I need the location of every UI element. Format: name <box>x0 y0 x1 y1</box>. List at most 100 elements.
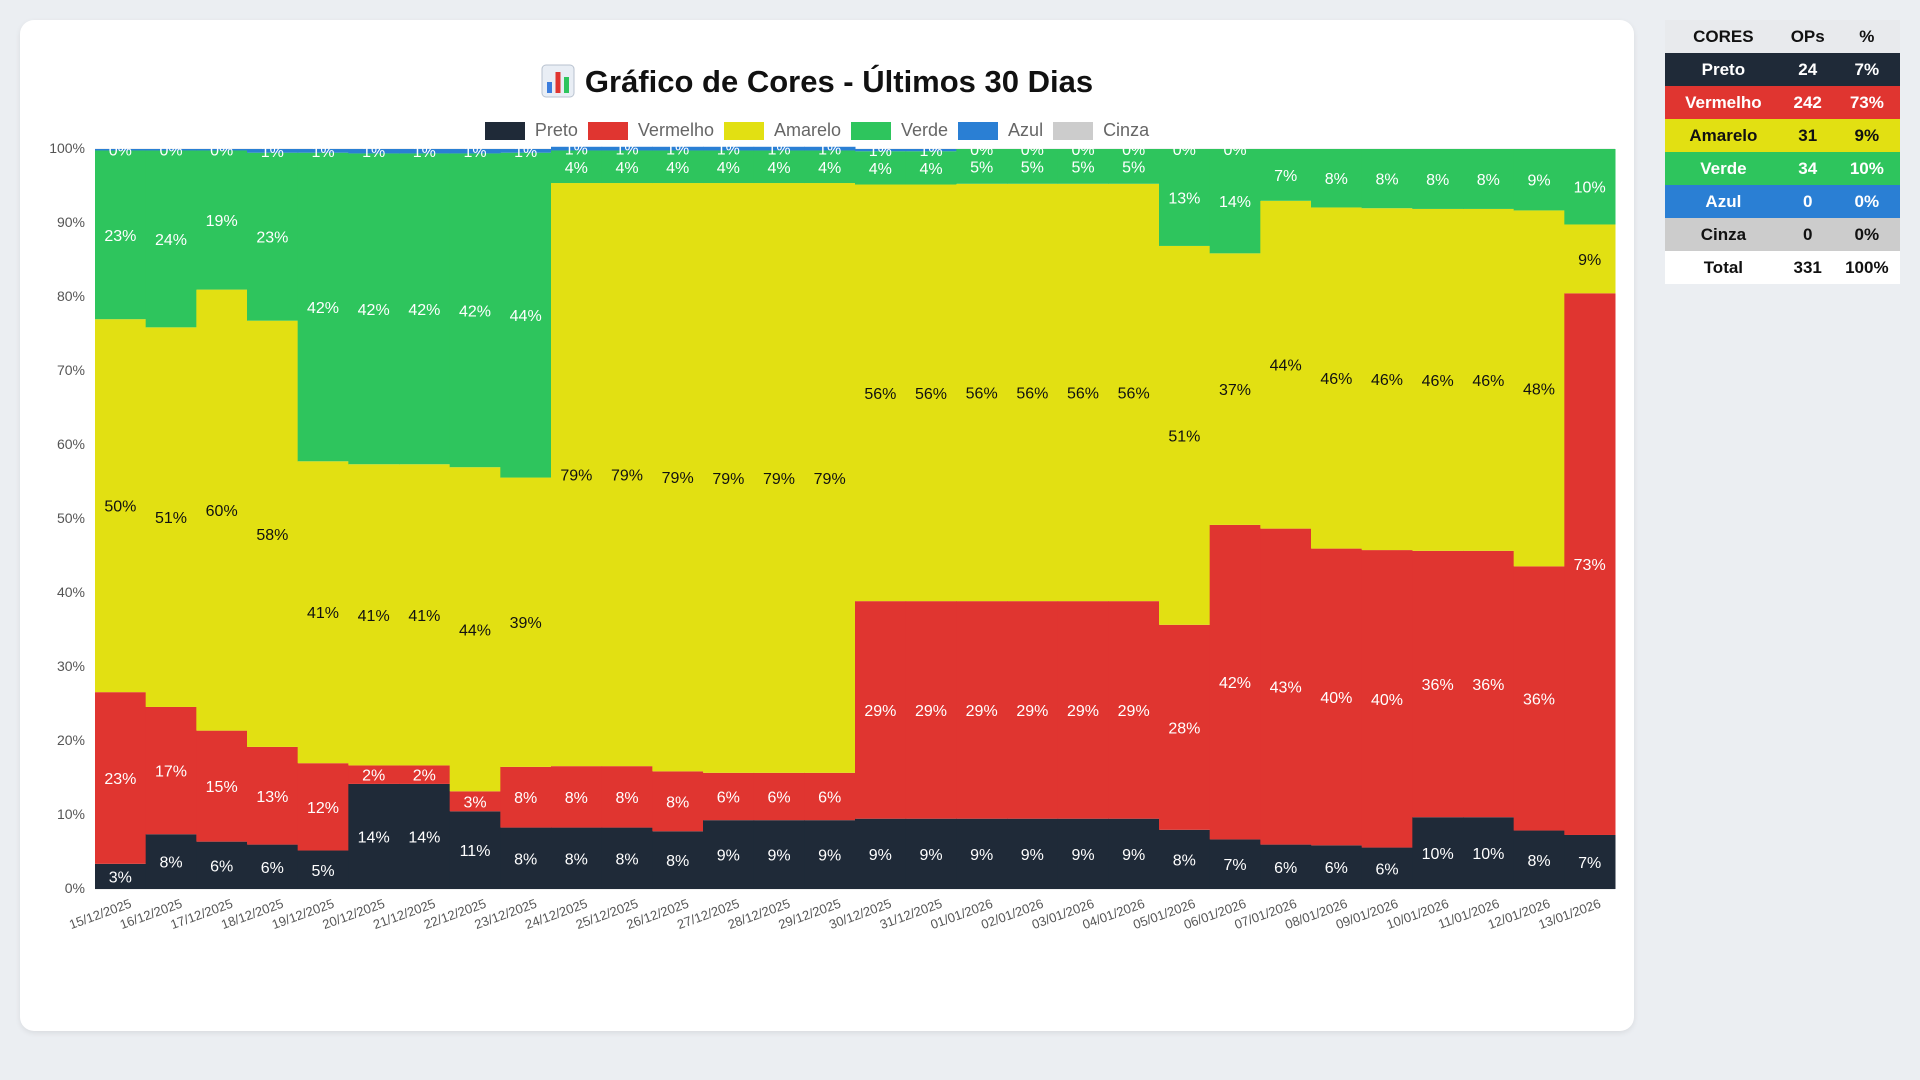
summary-cell-color: Azul <box>1665 185 1782 218</box>
legend-item-amarelo[interactable]: Amarelo <box>723 120 841 141</box>
data-label-vermelho: 6% <box>818 790 841 807</box>
data-label-verde: 4% <box>818 160 841 177</box>
bar-vermelho <box>905 601 957 819</box>
bar-preto <box>196 841 248 889</box>
data-label-verde: 14% <box>1219 194 1251 211</box>
legend-label: Verde <box>901 120 949 140</box>
legend-item-vermelho[interactable]: Vermelho <box>587 120 714 141</box>
bar-azul <box>500 149 552 153</box>
y-tick-label: 80% <box>57 288 85 304</box>
data-label-verde: 4% <box>919 161 942 178</box>
summary-cell-color: Cinza <box>1665 218 1782 251</box>
bar-azul <box>196 149 248 151</box>
data-label-amarelo: 56% <box>1016 385 1048 402</box>
bar-verde <box>247 152 299 321</box>
bar-vermelho <box>95 692 147 864</box>
summary-cell-color: Preto <box>1665 53 1782 86</box>
data-label-vermelho: 8% <box>666 794 689 811</box>
summary-header-row: CORES OPs % <box>1665 20 1900 53</box>
y-tick-label: 60% <box>57 436 85 452</box>
summary-cell-ops: 31 <box>1781 119 1834 152</box>
data-label-azul: 0% <box>1122 142 1145 159</box>
data-label-vermelho: 17% <box>155 764 187 781</box>
bar-azul <box>145 149 197 151</box>
legend-label: Azul <box>1008 120 1044 140</box>
data-label-amarelo: 46% <box>1320 371 1352 388</box>
data-label-preto: 11% <box>460 843 491 860</box>
bar-preto <box>652 831 704 889</box>
bar-verde <box>1159 149 1211 246</box>
data-label-amarelo: 51% <box>1168 428 1200 445</box>
data-label-verde: 4% <box>666 160 689 177</box>
bar-verde <box>500 152 552 478</box>
summary-cell-pct: 0% <box>1833 218 1900 251</box>
summary-header-cores: CORES <box>1665 20 1782 53</box>
summary-cell-pct: 0% <box>1833 185 1900 218</box>
legend-item-preto[interactable]: Preto <box>484 120 578 141</box>
y-tick-label: 10% <box>57 806 85 822</box>
summary-header-ops: OPs <box>1781 20 1834 53</box>
bar-verde <box>652 150 704 184</box>
data-label-azul: 1% <box>463 144 486 161</box>
summary-cell-ops: 0 <box>1781 185 1834 218</box>
data-label-verde: 42% <box>307 300 339 317</box>
data-label-vermelho: 29% <box>1118 703 1150 720</box>
bar-vermelho <box>247 746 299 845</box>
y-tick-label: 30% <box>57 658 85 674</box>
legend-item-cinza[interactable]: Cinza <box>1053 120 1149 141</box>
bar-vermelho <box>1311 548 1363 846</box>
data-label-preto: 9% <box>869 847 892 864</box>
bar-preto <box>1260 844 1312 889</box>
y-tick-label: 40% <box>57 584 85 600</box>
legend-item-verde[interactable]: Verde <box>851 120 948 141</box>
bar-verde <box>196 150 248 290</box>
bar-preto <box>247 844 299 889</box>
data-label-amarelo: 44% <box>459 622 491 639</box>
bar-azul <box>703 146 755 151</box>
summary-cell-ops: 242 <box>1781 86 1834 119</box>
legend-item-azul[interactable]: Azul <box>958 120 1043 141</box>
bar-verde <box>703 150 755 184</box>
bar-azul <box>855 149 907 152</box>
data-label-amarelo: 41% <box>358 608 390 625</box>
bar-vermelho <box>1108 601 1160 819</box>
data-label-preto: 8% <box>1173 852 1196 869</box>
legend-swatch <box>851 121 891 140</box>
bar-azul <box>399 149 451 154</box>
chart-title: Gráfico de Cores - Últimos 30 Dias <box>0 64 1634 106</box>
summary-cell-ops: 0 <box>1781 218 1834 251</box>
bar-vermelho <box>1260 528 1312 845</box>
data-label-azul: 1% <box>615 142 638 159</box>
bar-preto <box>804 820 856 889</box>
bar-preto <box>905 818 957 889</box>
summary-row-preto: Preto 24 7% <box>1665 53 1900 86</box>
bar-preto <box>1209 839 1261 889</box>
data-label-preto: 6% <box>1274 860 1297 877</box>
bar-vermelho <box>1159 624 1211 830</box>
data-label-azul: 1% <box>311 144 334 161</box>
bar-preto <box>753 820 805 889</box>
legend-label: Amarelo <box>773 120 841 140</box>
data-label-vermelho: 8% <box>565 790 588 807</box>
bar-azul <box>804 146 856 151</box>
bar-vermelho <box>1361 550 1413 848</box>
data-label-vermelho: 13% <box>256 789 288 806</box>
bar-amarelo <box>753 183 805 773</box>
summary-cell-ops: 24 <box>1781 53 1834 86</box>
bar-verde <box>399 153 451 465</box>
bar-amarelo <box>145 327 197 707</box>
data-label-verde: 42% <box>408 302 440 319</box>
summary-cell-pct: 9% <box>1833 119 1900 152</box>
bar-preto <box>297 850 349 889</box>
bar-azul <box>297 149 349 153</box>
data-label-vermelho: 42% <box>1219 675 1251 692</box>
bar-verde <box>1361 149 1413 209</box>
bar-azul <box>247 149 299 153</box>
data-label-vermelho: 23% <box>104 771 136 788</box>
data-label-azul: 0% <box>159 143 182 160</box>
data-label-azul: 0% <box>210 143 233 160</box>
summary-row-total: Total 331 100% <box>1665 251 1900 284</box>
data-label-amarelo: 79% <box>662 470 694 487</box>
bar-vermelho <box>652 771 704 832</box>
summary-cell-color: Amarelo <box>1665 119 1782 152</box>
